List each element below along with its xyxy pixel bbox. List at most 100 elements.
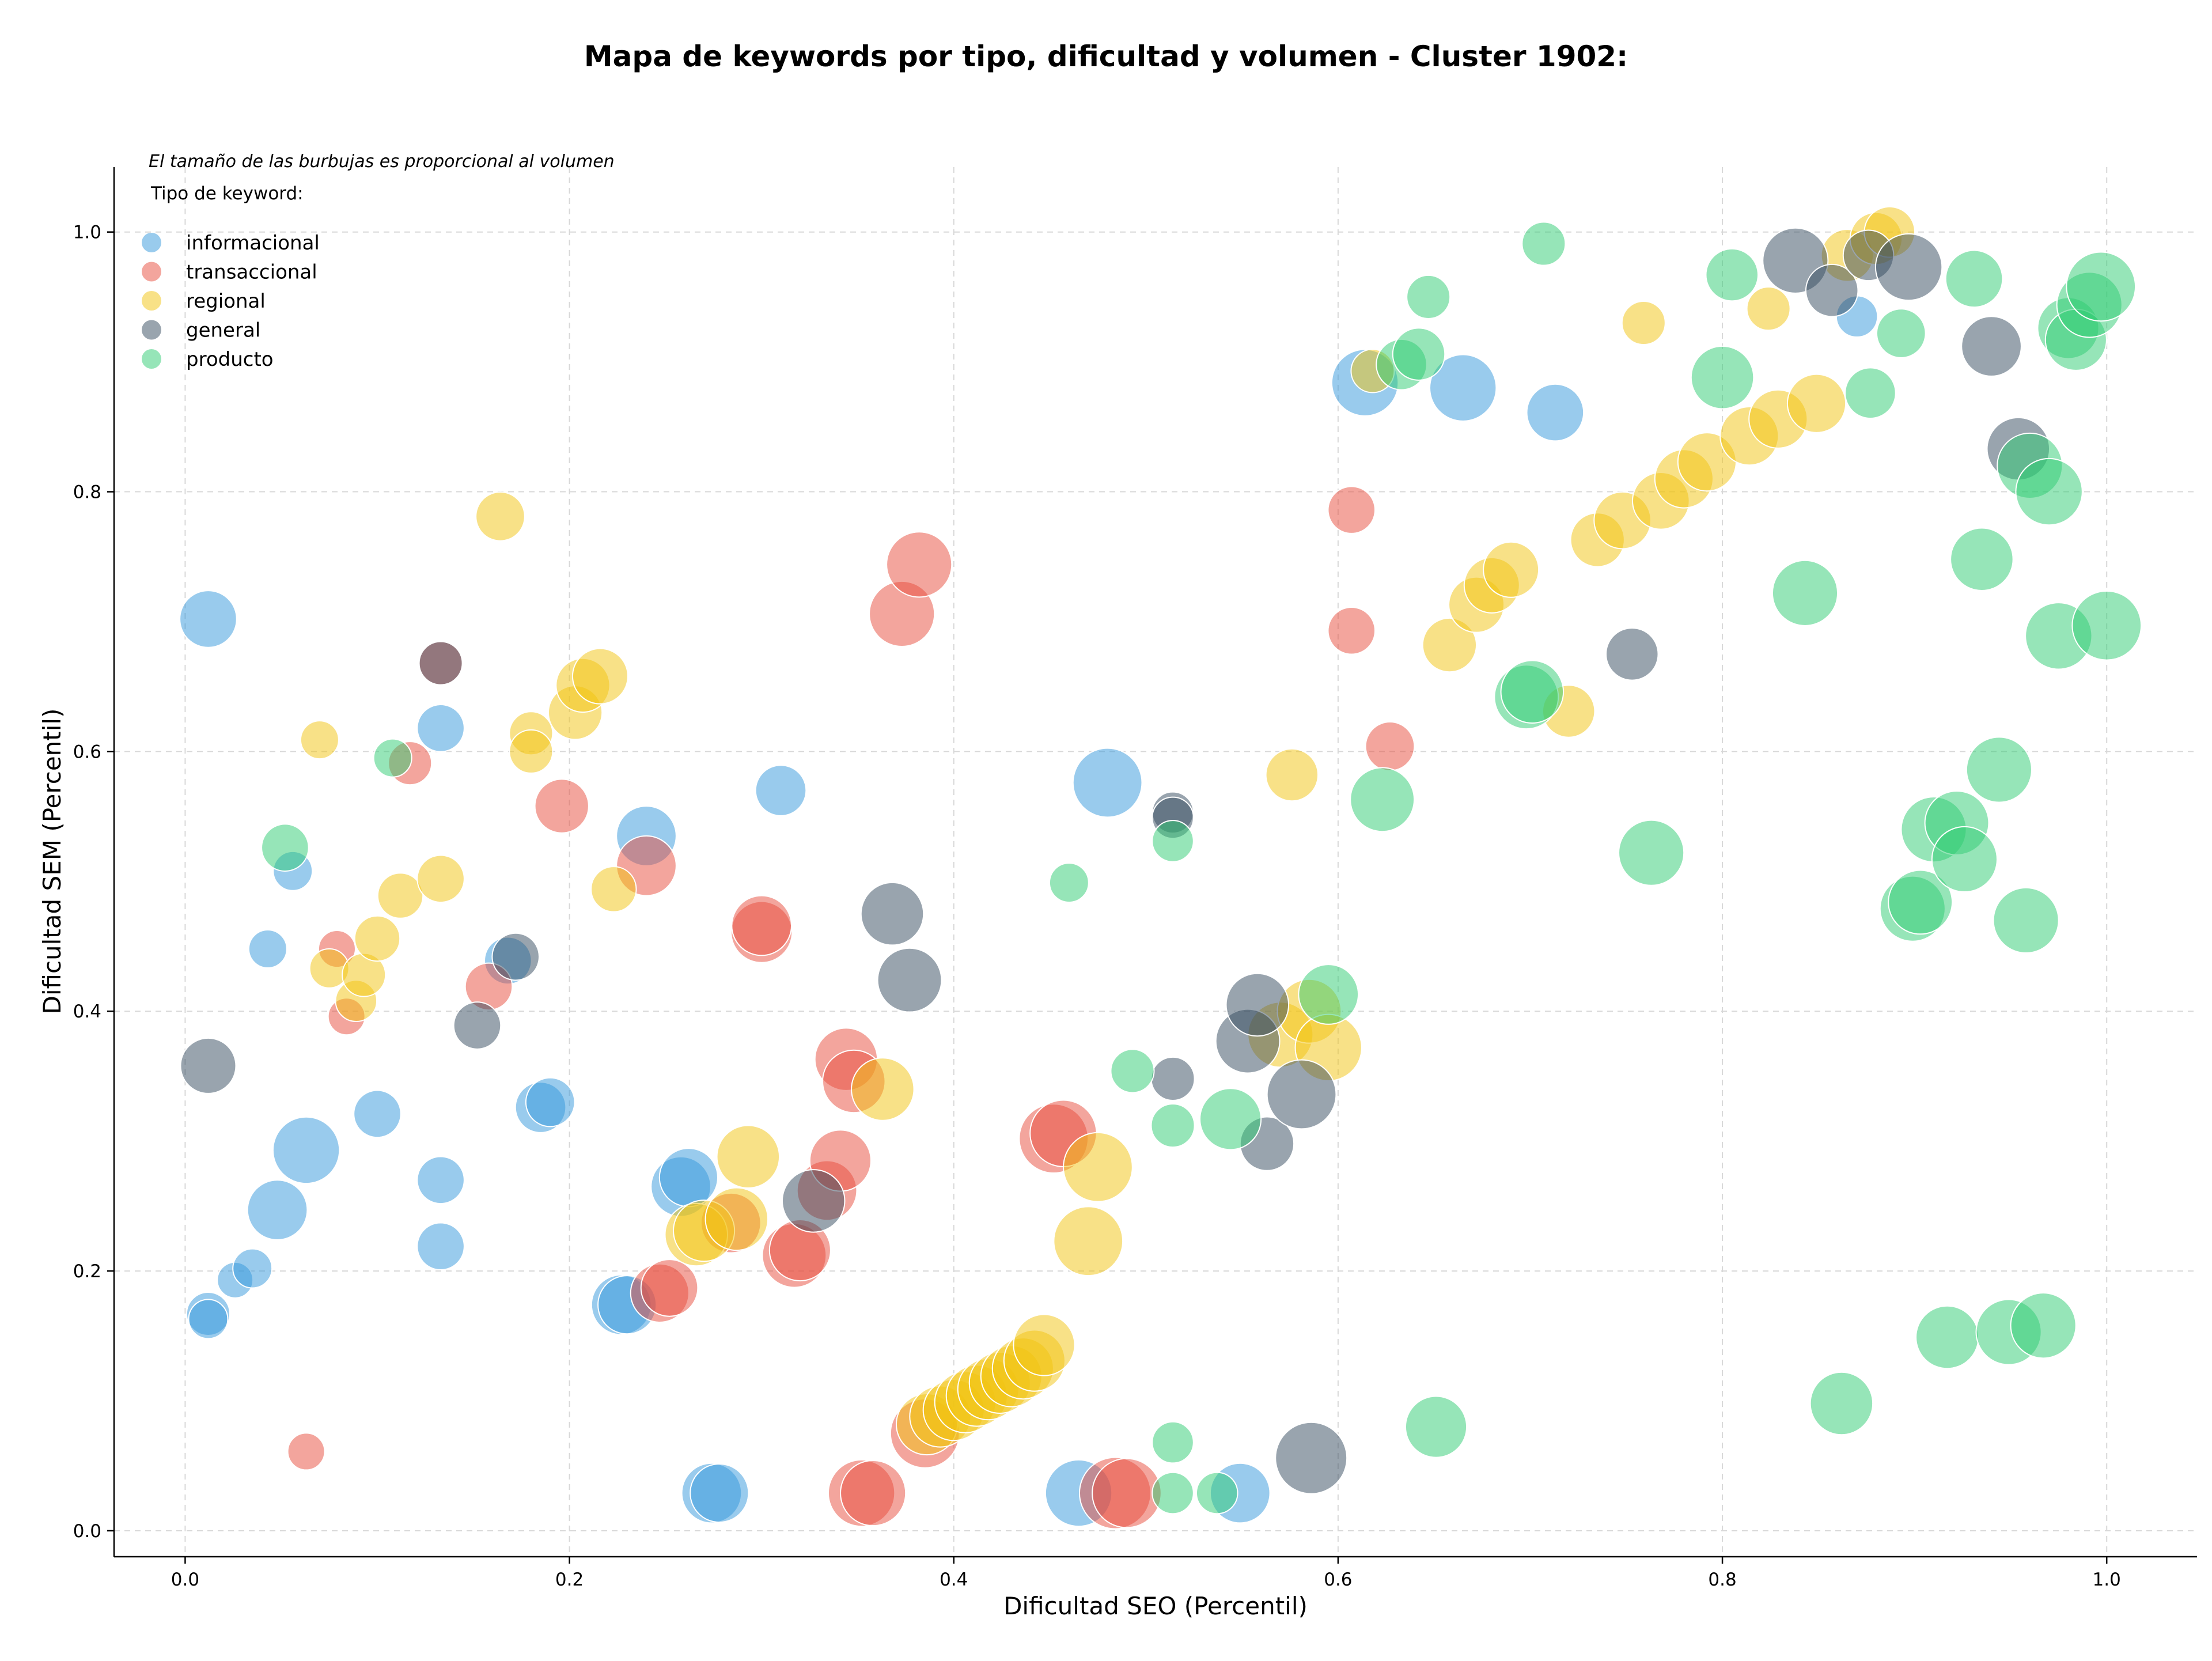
bubble-producto [1690, 345, 1755, 410]
bubble-regional [509, 729, 554, 774]
bubble-general [781, 1169, 846, 1233]
bubble-producto [1195, 1471, 1238, 1515]
bubble-regional [1013, 1314, 1075, 1376]
x-tick-label: 0.2 [555, 1569, 584, 1590]
bubble-regional [1483, 541, 1540, 598]
bubble-producto [1950, 527, 2014, 592]
bubble-informacional [272, 1116, 340, 1185]
legend-marker-general [142, 320, 161, 340]
bubble-producto [1110, 1049, 1155, 1094]
bubble-informacional [188, 1299, 229, 1340]
bubble-producto [1844, 367, 1896, 419]
bubble-transaccional [534, 778, 589, 834]
bubble-regional [300, 720, 339, 760]
bubble-producto [1392, 327, 1446, 381]
bubble-producto [1876, 308, 1926, 358]
bubble-informacional [416, 704, 465, 752]
bubble-producto [2071, 590, 2142, 661]
bubble-producto [1809, 1371, 1874, 1436]
legend-label-transaccional: transaccional [186, 261, 317, 284]
bubble-producto [1350, 767, 1415, 833]
bubble-producto [1888, 869, 1953, 935]
bubble-regional [571, 648, 628, 705]
bubble-regional [851, 1057, 915, 1121]
size-note: El tamaño de las burbujas es proporciona… [149, 152, 615, 172]
bubble-informacional [1429, 354, 1497, 422]
bubble-regional [716, 1125, 781, 1189]
x-axis-ticks: 0.0 0.2 0.4 0.6 0.8 1.0 [171, 1557, 2121, 1590]
bubble-producto [1618, 819, 1685, 886]
bubble-transaccional [840, 1459, 907, 1527]
chart-title: Mapa de keywords por tipo, dificultad y … [584, 40, 1628, 73]
bubble-general [860, 881, 925, 946]
bubble-transaccional [1365, 721, 1415, 771]
bubble-general [1605, 627, 1659, 681]
y-tick-label: 0.8 [73, 482, 101, 503]
bubble-informacional [1526, 383, 1585, 442]
bubble-producto [1048, 862, 1089, 903]
bubble-producto [1993, 887, 2059, 954]
bubble-transaccional [640, 1259, 699, 1317]
bubble-informacional [416, 1156, 465, 1205]
bubble-producto [261, 823, 309, 872]
legend-label-regional: regional [186, 290, 266, 313]
bubble-regional [590, 866, 637, 913]
bubble-informacional [658, 1148, 718, 1208]
bubble-general [1275, 1421, 1348, 1494]
bubble-producto [1152, 1471, 1194, 1515]
bubble-regional [1786, 373, 1847, 433]
x-tick-label: 1.0 [2093, 1569, 2121, 1590]
bubble-informacional [525, 1077, 575, 1127]
bubble-general [1150, 1056, 1195, 1101]
bubble-producto [2066, 251, 2137, 322]
bubble-regional [377, 872, 424, 919]
y-tick-label: 0.6 [73, 741, 101, 762]
bubble-informacional [416, 1222, 465, 1271]
legend-marker-producto [142, 349, 161, 369]
bubble-producto [1705, 248, 1759, 302]
legend: Tipo de keyword: informacional transaccio… [142, 183, 320, 371]
bubble-general [418, 641, 463, 686]
y-axis-label: Dificultad SEM (Percentil) [38, 709, 66, 1015]
bubble-general [491, 932, 540, 981]
bubble-regional [354, 915, 401, 962]
bubble-producto [373, 738, 412, 778]
bubble-transaccional [287, 1432, 325, 1471]
bubble-general [1874, 233, 1943, 301]
x-tick-label: 0.0 [171, 1569, 199, 1590]
bubble-producto [1915, 1305, 1979, 1369]
bubble-general [1805, 263, 1859, 317]
legend-marker-regional [142, 291, 161, 311]
legend-label-general: general [186, 319, 260, 342]
x-tick-label: 0.4 [940, 1569, 968, 1590]
bubble-informacional [690, 1463, 749, 1523]
bubble-producto [1404, 1395, 1468, 1458]
bubble-transaccional [731, 895, 793, 956]
bubble-regional [1053, 1206, 1124, 1277]
legend-marker-transaccional [142, 262, 161, 282]
bubble-layer [179, 206, 2142, 1530]
bubble-regional [475, 491, 525, 542]
bubble-regional [1265, 748, 1319, 802]
bubble-producto [2015, 457, 2083, 526]
bubble-producto [1965, 736, 2032, 803]
bubble-general [1961, 316, 2022, 377]
bubble-producto [2010, 1292, 2077, 1359]
series-producto [261, 221, 2142, 1515]
bubble-informacional [179, 590, 237, 648]
bubble-general [453, 1001, 502, 1050]
bubble-producto [1945, 249, 2003, 308]
bubble-informacional [755, 765, 807, 816]
legend-label-producto: producto [186, 348, 274, 371]
bubble-producto [1199, 1088, 1262, 1151]
bubble-regional [1746, 286, 1791, 331]
bubble-general [877, 947, 942, 1013]
y-tick-label: 0.4 [73, 1001, 101, 1022]
bubble-general [1225, 973, 1290, 1037]
y-axis-ticks: 0.0 0.2 0.4 0.6 0.8 1.0 [73, 222, 114, 1542]
bubble-producto [1500, 660, 1565, 724]
bubble-transaccional [1327, 606, 1376, 655]
bubble-general [180, 1037, 237, 1094]
axes [113, 167, 2197, 1558]
